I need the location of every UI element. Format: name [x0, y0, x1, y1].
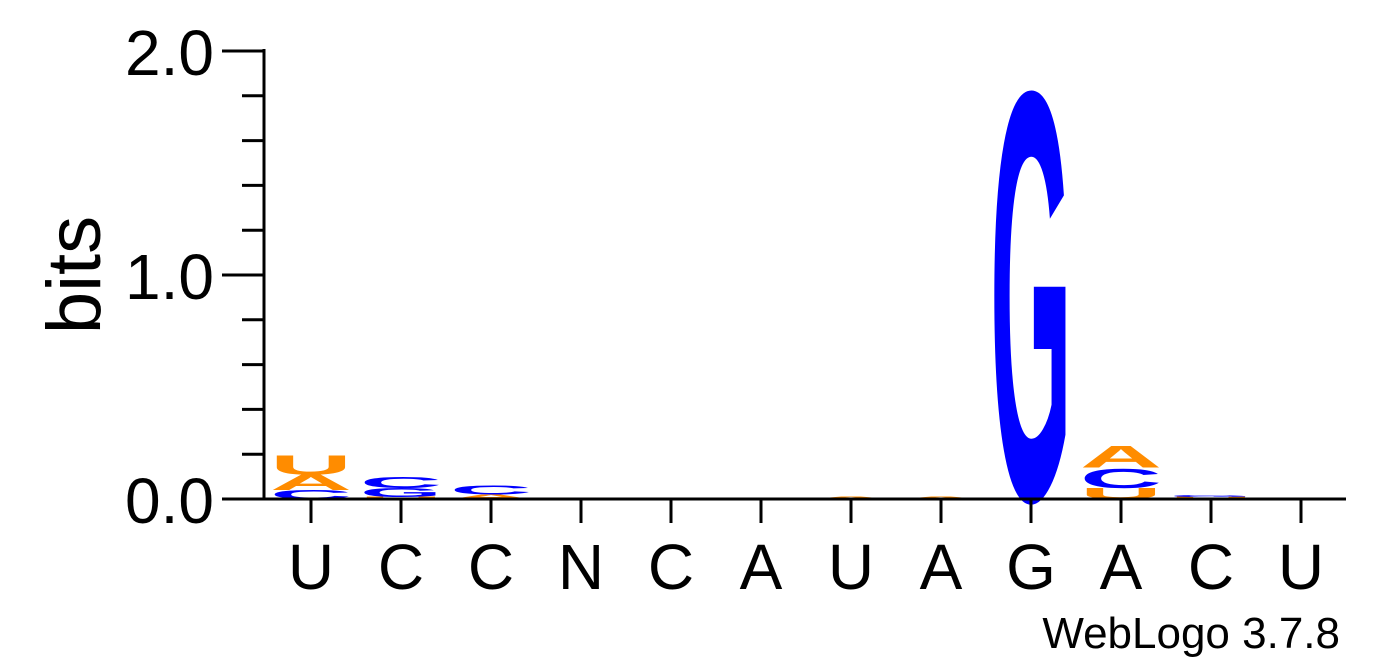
x-tick-label: C: [378, 531, 424, 603]
x-tick-label: U: [828, 531, 874, 603]
y-tick-label: 0.0: [125, 465, 214, 537]
logo-letter-U: U: [270, 449, 352, 481]
x-tick-label: U: [1278, 531, 1324, 603]
logo-letter-A: A: [270, 470, 352, 494]
logo-letter-C: C: [360, 474, 442, 491]
logo-letter-G: G: [360, 485, 442, 499]
x-tick-label: A: [1100, 531, 1143, 603]
letter-stacks: CAUUGCACAAGUCAUG: [270, 0, 1252, 624]
logo-letter-A: A: [450, 493, 532, 500]
x-tick-label: C: [468, 531, 514, 603]
logo-letter-C: C: [1080, 462, 1162, 494]
logo-letter-G: G: [1170, 494, 1252, 497]
x-tick-label: A: [740, 531, 783, 603]
x-tick-label: U: [288, 531, 334, 603]
y-axis-label: bits: [32, 216, 117, 334]
y-axis: 0.0 1.0 2.0: [125, 17, 266, 537]
y-tick-label: 1.0: [125, 241, 214, 313]
x-tick-label: C: [1188, 531, 1234, 603]
logo-letter-C: C: [450, 483, 532, 497]
weblogo-credit: WebLogo 3.7.8: [1042, 609, 1340, 658]
x-tick-label: A: [920, 531, 963, 603]
logo-letter-A: A: [1080, 439, 1162, 474]
y-tick-label: 2.0: [125, 17, 214, 89]
x-tick-label: N: [558, 531, 604, 603]
x-tick-label: G: [1006, 531, 1056, 603]
x-tick-label: C: [648, 531, 694, 603]
